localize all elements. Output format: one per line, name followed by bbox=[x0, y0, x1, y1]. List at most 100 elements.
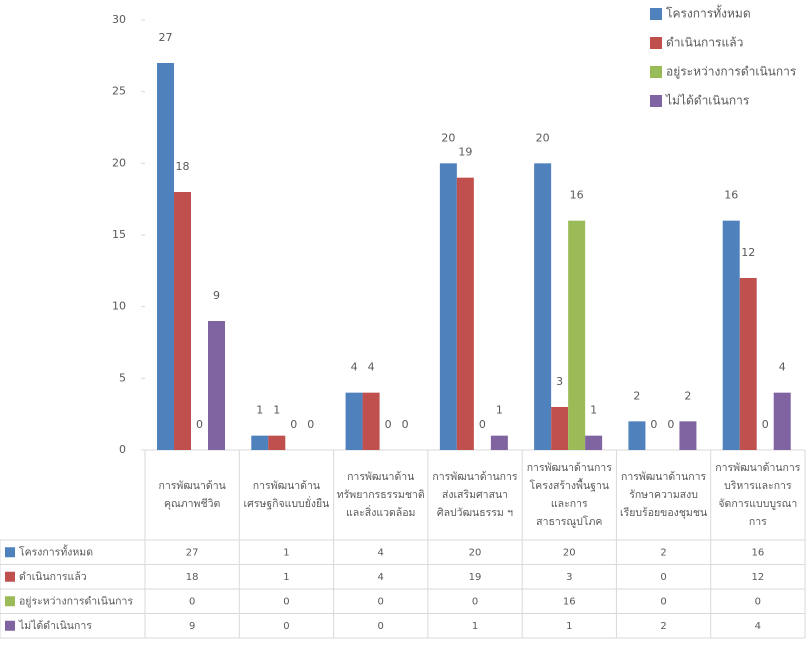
table-cell: 9 bbox=[189, 621, 195, 632]
value-label: 20 bbox=[441, 131, 455, 144]
table-cell: 0 bbox=[755, 596, 761, 607]
table-cell: 4 bbox=[378, 547, 384, 558]
value-label: 2 bbox=[633, 389, 640, 402]
x-tick-label: การพัฒนาด้านการ bbox=[432, 471, 518, 483]
table-legend-key bbox=[5, 572, 15, 582]
table-cell: 0 bbox=[660, 572, 666, 583]
value-label: 12 bbox=[741, 246, 755, 259]
value-label: 0 bbox=[650, 418, 657, 431]
table-legend-key bbox=[5, 547, 15, 557]
table-cell: 20 bbox=[469, 547, 482, 558]
table-cell: 2 bbox=[660, 621, 666, 632]
x-tick-label: การพัฒนาด้าน bbox=[253, 480, 320, 492]
bar bbox=[774, 393, 791, 450]
x-tick-label: การพัฒนาด้านการ bbox=[715, 462, 801, 474]
table-cell: 19 bbox=[469, 572, 482, 583]
bar bbox=[440, 163, 457, 450]
value-label: 19 bbox=[458, 146, 472, 159]
bar bbox=[628, 421, 645, 450]
table-cell: 2 bbox=[660, 547, 666, 558]
chart: 051015202530การพัฒนาด้านคุณภาพชีวิตการพั… bbox=[0, 0, 811, 652]
x-tick-label: การพัฒนาด้าน bbox=[347, 471, 414, 483]
bar bbox=[568, 221, 585, 450]
bar bbox=[551, 407, 568, 450]
bar bbox=[251, 436, 268, 450]
x-tick-label: จัดการแบบบูรณา bbox=[718, 498, 797, 510]
bar bbox=[585, 436, 602, 450]
table-cell: 0 bbox=[189, 596, 195, 607]
value-label: 4 bbox=[351, 361, 358, 374]
x-tick-label: และสิ่งแวดล้อม bbox=[346, 505, 416, 519]
table-cell: 0 bbox=[378, 621, 384, 632]
bar bbox=[346, 393, 363, 450]
table-cell: 27 bbox=[186, 547, 199, 558]
y-tick-label: 15 bbox=[112, 228, 126, 241]
value-label: 16 bbox=[570, 189, 584, 202]
table-cell: 1 bbox=[283, 547, 289, 558]
bar bbox=[534, 163, 551, 450]
bar bbox=[157, 63, 174, 450]
table-cell: 0 bbox=[660, 596, 666, 607]
x-tick-label: ทรัพยากรธรรมชาติ bbox=[337, 489, 425, 501]
table-cell: 16 bbox=[751, 547, 764, 558]
table-cell: 1 bbox=[283, 572, 289, 583]
value-label: 0 bbox=[290, 418, 297, 431]
table-cell: 20 bbox=[563, 547, 576, 558]
y-tick-label: 10 bbox=[112, 300, 126, 313]
y-tick-label: 20 bbox=[112, 156, 126, 169]
value-label: 1 bbox=[273, 404, 280, 417]
x-tick-label: การพัฒนาด้านการ bbox=[621, 471, 707, 483]
bar bbox=[740, 278, 757, 450]
bar bbox=[208, 321, 225, 450]
value-label: 4 bbox=[779, 361, 786, 374]
value-label: 4 bbox=[368, 361, 375, 374]
legend-key bbox=[650, 66, 662, 78]
x-tick-label: สาธารณูปโภค bbox=[536, 515, 602, 528]
value-label: 0 bbox=[196, 418, 203, 431]
x-tick-label: เรียบร้อยของชุมชน bbox=[620, 506, 707, 519]
legend-key bbox=[650, 37, 662, 49]
value-label: 0 bbox=[385, 418, 392, 431]
x-tick-label: รักษาความสงบ bbox=[629, 489, 698, 501]
table-row-label: อยู่ระหว่างการดำเนินการ bbox=[19, 595, 133, 607]
value-label: 1 bbox=[256, 404, 263, 417]
value-label: 0 bbox=[762, 418, 769, 431]
table-cell: 4 bbox=[755, 621, 761, 632]
table-cell: 1 bbox=[472, 621, 478, 632]
x-tick-label: ศิลปวัฒนธรรม ฯ bbox=[437, 507, 513, 519]
table-cell: 4 bbox=[378, 572, 384, 583]
table-row-label: ไม่ได้ดำเนินการ bbox=[18, 619, 92, 632]
bar bbox=[174, 192, 191, 450]
x-tick-label: คุณภาพชีวิต bbox=[164, 497, 221, 510]
y-tick-label: 5 bbox=[119, 371, 126, 384]
table-cell: 3 bbox=[566, 572, 572, 583]
x-tick-label: โครงสร้างพื้นฐาน bbox=[530, 478, 609, 492]
x-tick-label: เศรษฐกิจแบบยั่งยืน bbox=[244, 496, 330, 510]
legend-label: ไม่ได้ดำเนินการ bbox=[665, 94, 750, 108]
x-tick-label: การพัฒนาด้านการ bbox=[527, 462, 613, 474]
bar bbox=[457, 178, 474, 450]
value-label: 1 bbox=[496, 404, 503, 417]
x-tick-label: ส่งเสริมศาสนา bbox=[442, 489, 508, 501]
table-cell: 0 bbox=[283, 596, 289, 607]
table-cell: 0 bbox=[378, 596, 384, 607]
value-label: 2 bbox=[684, 389, 691, 402]
x-tick-label: การพัฒนาด้าน bbox=[159, 480, 226, 492]
bar bbox=[363, 393, 380, 450]
value-label: 27 bbox=[159, 31, 173, 44]
value-label: 0 bbox=[667, 418, 674, 431]
x-tick-label: บริหารและการ bbox=[724, 480, 792, 492]
table-cell: 1 bbox=[566, 621, 572, 632]
value-label: 0 bbox=[479, 418, 486, 431]
legend-label: ดำเนินการแล้ว bbox=[666, 36, 743, 50]
value-label: 18 bbox=[176, 160, 190, 173]
table-cell: 0 bbox=[472, 596, 478, 607]
x-tick-label: และการ bbox=[551, 498, 588, 510]
table-cell: 0 bbox=[283, 621, 289, 632]
table-cell: 16 bbox=[563, 596, 576, 607]
bar bbox=[268, 436, 285, 450]
y-tick-label: 30 bbox=[112, 13, 126, 26]
bar bbox=[723, 221, 740, 450]
value-label: 20 bbox=[536, 131, 550, 144]
value-label: 0 bbox=[402, 418, 409, 431]
